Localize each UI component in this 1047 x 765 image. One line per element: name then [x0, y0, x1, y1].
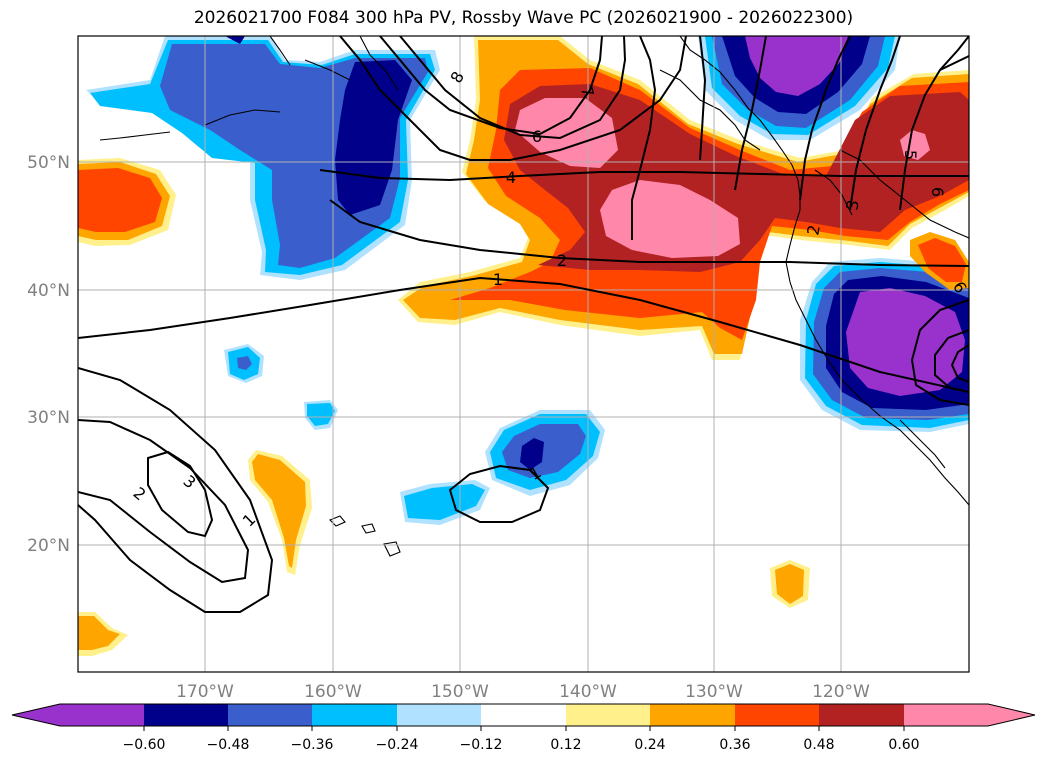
colorbar-tick-label: 0.12 — [550, 737, 581, 753]
latitude-labels: 20°N 30°N 40°N 50°N — [27, 153, 70, 556]
lon-label-130w: 130°W — [685, 682, 743, 702]
contour-label: 3 — [842, 198, 862, 211]
colorbar-swatch — [819, 704, 904, 726]
colorbar-swatch — [481, 704, 566, 726]
colorbar-extend-high — [988, 704, 1035, 726]
colorbar-tick-label: −0.36 — [291, 737, 334, 753]
colorbar-swatch — [566, 704, 650, 726]
lon-label-160w: 160°W — [304, 682, 362, 702]
contour-label: 4 — [506, 168, 516, 187]
lat-label-30n: 30°N — [27, 408, 70, 428]
colorbar-swatch — [650, 704, 735, 726]
map-frame — [77, 35, 970, 673]
colorbar-tick-label: 0.36 — [719, 737, 750, 753]
contour-label: 2 — [557, 251, 567, 270]
colorbar: −0.60 −0.48 −0.36 −0.24 −0.12 0.12 0.24 … — [11, 703, 1036, 753]
colorbar-swatch — [904, 704, 988, 726]
pv-shading-layer: 8 7 6 4 2 1 3 2 1 1 5 6 3 2 6 — [78, 36, 969, 672]
gridlines — [78, 36, 969, 672]
colorbar-tick-label: 0.60 — [888, 737, 919, 753]
colorbar-swatch — [228, 704, 312, 726]
colorbar-tick-label: 0.48 — [803, 737, 834, 753]
contour-label: 5 — [901, 150, 920, 160]
map-title: 2026021700 F084 300 hPa PV, Rossby Wave … — [193, 8, 854, 28]
lat-label-20n: 20°N — [27, 536, 70, 556]
contour-label: 2 — [803, 223, 823, 236]
colorbar-tick-label: −0.12 — [460, 737, 503, 753]
colorbar-tick-label: −0.24 — [376, 737, 419, 753]
colorbar-swatch — [60, 704, 144, 726]
lon-label-120w: 120°W — [812, 682, 870, 702]
colorbar-swatch — [735, 704, 819, 726]
lat-label-50n: 50°N — [27, 153, 70, 173]
colorbar-tick-label: 0.24 — [634, 737, 665, 753]
lon-label-170w: 170°W — [176, 682, 234, 702]
colorbar-swatch — [312, 704, 397, 726]
colorbar-tick-label: −0.60 — [123, 737, 166, 753]
colorbar-outline — [11, 703, 1036, 727]
lat-label-40n: 40°N — [27, 281, 70, 301]
lon-label-140w: 140°W — [559, 682, 617, 702]
rossby-wave-contours — [78, 36, 969, 613]
colorbar-swatch — [397, 704, 481, 726]
contour-label: 1 — [493, 270, 503, 289]
colorbar-tick-label: −0.48 — [207, 737, 250, 753]
longitude-labels: 170°W 160°W 150°W 140°W 130°W 120°W — [176, 682, 870, 702]
contour-label: 6 — [532, 127, 542, 146]
colorbar-extend-low — [12, 704, 60, 726]
contour-label: 7 — [577, 84, 598, 99]
colorbar-swatch — [144, 704, 228, 726]
contour-label: 6 — [928, 187, 947, 197]
lon-label-150w: 150°W — [431, 682, 489, 702]
